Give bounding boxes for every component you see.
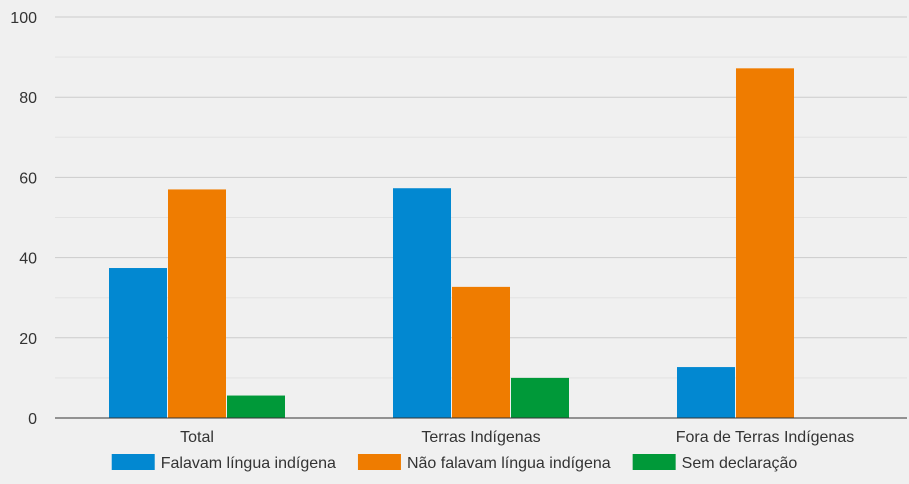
- y-tick-label: 20: [19, 331, 37, 348]
- bar: [227, 396, 285, 418]
- x-tick-label: Terras Indígenas: [421, 429, 540, 446]
- x-tick-label: Fora de Terras Indígenas: [676, 429, 854, 446]
- y-tick-label: 80: [19, 90, 37, 107]
- bar: [109, 268, 167, 418]
- bar: [452, 287, 510, 418]
- y-tick-label: 0: [28, 411, 37, 428]
- legend-swatch: [112, 454, 155, 470]
- x-axis-labels: Total Terras Indígenas Fora de Terras Indí…: [180, 429, 854, 446]
- bars: [109, 68, 853, 418]
- bar: [736, 68, 794, 418]
- legend-item: Não falavam língua indígena: [358, 454, 611, 472]
- bar: [511, 378, 569, 418]
- bar: [168, 189, 226, 418]
- bar: [393, 188, 451, 418]
- legend-swatch: [633, 454, 676, 470]
- legend-swatch: [358, 454, 401, 470]
- y-tick-label: 100: [10, 10, 37, 27]
- legend-label: Falavam língua indígena: [161, 455, 336, 472]
- legend-item: Falavam língua indígena: [112, 454, 336, 472]
- x-tick-label: Total: [180, 429, 214, 446]
- y-axis-ticks: 0 20 40 60 80 100: [10, 10, 37, 428]
- bar: [677, 367, 735, 418]
- legend-label: Não falavam língua indígena: [407, 455, 611, 472]
- legend-label: Sem declaração: [682, 455, 798, 472]
- y-tick-label: 60: [19, 170, 37, 187]
- legend-item: Sem declaração: [633, 454, 798, 472]
- legend: Falavam língua indígena Não falavam língu…: [112, 454, 798, 472]
- y-tick-label: 40: [19, 251, 37, 268]
